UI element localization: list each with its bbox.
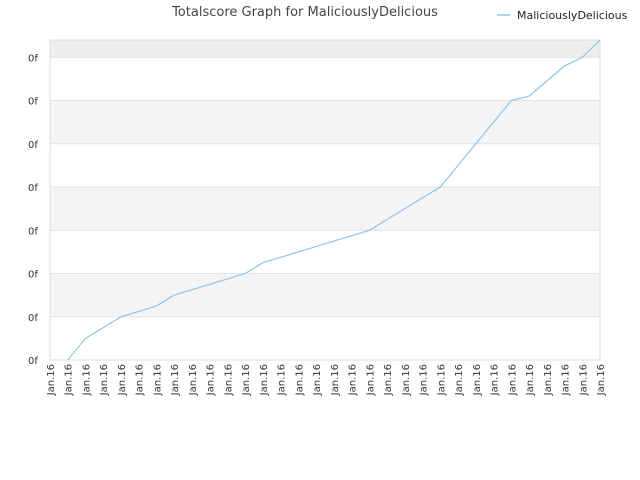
x-tick-label: Jan.16: [472, 364, 483, 396]
chart-title: Totalscore Graph for MaliciouslyDeliciou…: [171, 5, 438, 20]
plot-border: [49, 39, 601, 361]
y-tick-label: 0f: [28, 356, 38, 367]
x-tick-label: Jan.16: [490, 364, 501, 396]
x-tick-label: Jan.16: [454, 364, 465, 396]
plot-bands: [50, 40, 600, 360]
series-group: [67, 39, 601, 361]
y-tick-label: 0f: [28, 97, 38, 108]
plot-band: [50, 100, 600, 144]
x-tick-label: Jan.16: [206, 364, 217, 396]
plot-band: [50, 316, 600, 360]
plot-band: [50, 143, 600, 188]
x-tick-label: Jan.16: [259, 364, 270, 396]
plot-band: [50, 40, 600, 58]
x-tick-label: Jan.16: [543, 364, 554, 396]
series-line: [67, 39, 601, 361]
plot-band: [50, 273, 600, 317]
x-tick-label: Jan.16: [561, 364, 572, 396]
gridlines: [50, 56, 600, 318]
x-tick-label: Jan.16: [525, 364, 536, 396]
x-tick-label: Jan.16: [64, 364, 75, 396]
y-tick-label: 0f: [28, 140, 38, 151]
x-tick-label: Jan.16: [330, 364, 341, 396]
x-tick-label: Jan.16: [81, 364, 92, 396]
plot-band: [50, 187, 600, 231]
y-tick-label: 0f: [28, 183, 38, 194]
y-tick-label: 0f: [28, 226, 38, 237]
x-tick-label: Jan.16: [117, 364, 128, 396]
x-axis-ticks: Jan.16 Jan.16 Jan.16 Jan.16 Jan.16 Jan.16 Jan.…: [46, 364, 607, 396]
x-tick-label: Jan.16: [223, 364, 234, 396]
x-tick-label: Jan.16: [277, 364, 288, 396]
x-tick-label: Jan.16: [596, 364, 607, 396]
x-tick-label: Jan.16: [383, 364, 394, 396]
x-tick-label: Jan.16: [365, 364, 376, 396]
x-tick-label: Jan.16: [419, 364, 430, 396]
x-tick-label: Jan.16: [348, 364, 359, 396]
x-tick-label: Jan.16: [46, 364, 57, 396]
y-tick-label: 0f: [28, 313, 38, 324]
y-tick-label: 0f: [28, 53, 38, 64]
y-axis-ticks: 0f 0f 0f 0f 0f 0f 0f 0f: [28, 53, 38, 367]
legend-label: MaliciouslyDelicious: [517, 9, 628, 22]
x-tick-label: Jan.16: [507, 364, 518, 396]
plot-band: [50, 57, 600, 101]
x-tick-label: Jan.16: [578, 364, 589, 396]
y-tick-label: 0f: [28, 270, 38, 281]
x-tick-label: Jan.16: [152, 364, 163, 396]
x-tick-label: Jan.16: [188, 364, 199, 396]
x-tick-label: Jan.16: [99, 364, 110, 396]
plot-band: [50, 230, 600, 274]
x-tick-label: Jan.16: [436, 364, 447, 396]
x-tick-label: Jan.16: [401, 364, 412, 396]
x-tick-label: Jan.16: [312, 364, 323, 396]
x-tick-label: Jan.16: [294, 364, 305, 396]
legend: MaliciouslyDelicious: [497, 9, 628, 22]
x-tick-label: Jan.16: [241, 364, 252, 396]
x-tick-label: Jan.16: [170, 364, 181, 396]
x-tick-label: Jan.16: [135, 364, 146, 396]
